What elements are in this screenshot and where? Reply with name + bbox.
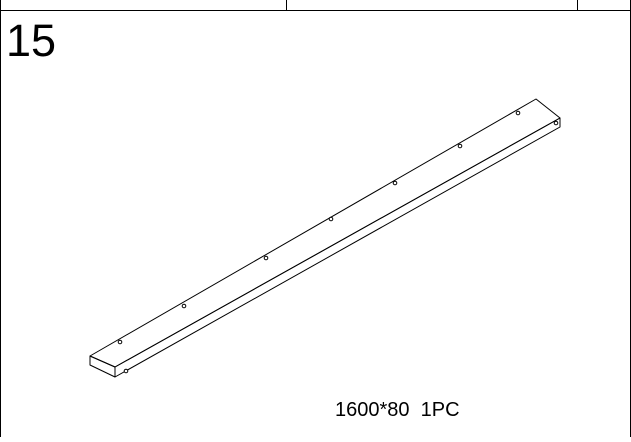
board-outline xyxy=(89,98,561,378)
part-spec: 1600*80 1PC xyxy=(335,399,460,421)
hole xyxy=(392,180,398,186)
board-holes xyxy=(117,110,559,374)
board-side-face xyxy=(114,117,561,378)
hole xyxy=(515,110,521,116)
hole xyxy=(328,216,334,222)
end-hole xyxy=(123,368,129,374)
part-number: 15 xyxy=(6,15,57,66)
end-hole xyxy=(553,120,559,126)
board-top-face xyxy=(89,98,561,368)
hole xyxy=(457,143,463,149)
hole xyxy=(117,339,123,345)
hole xyxy=(181,303,187,309)
hole xyxy=(263,255,269,261)
board-front-face xyxy=(89,355,116,378)
